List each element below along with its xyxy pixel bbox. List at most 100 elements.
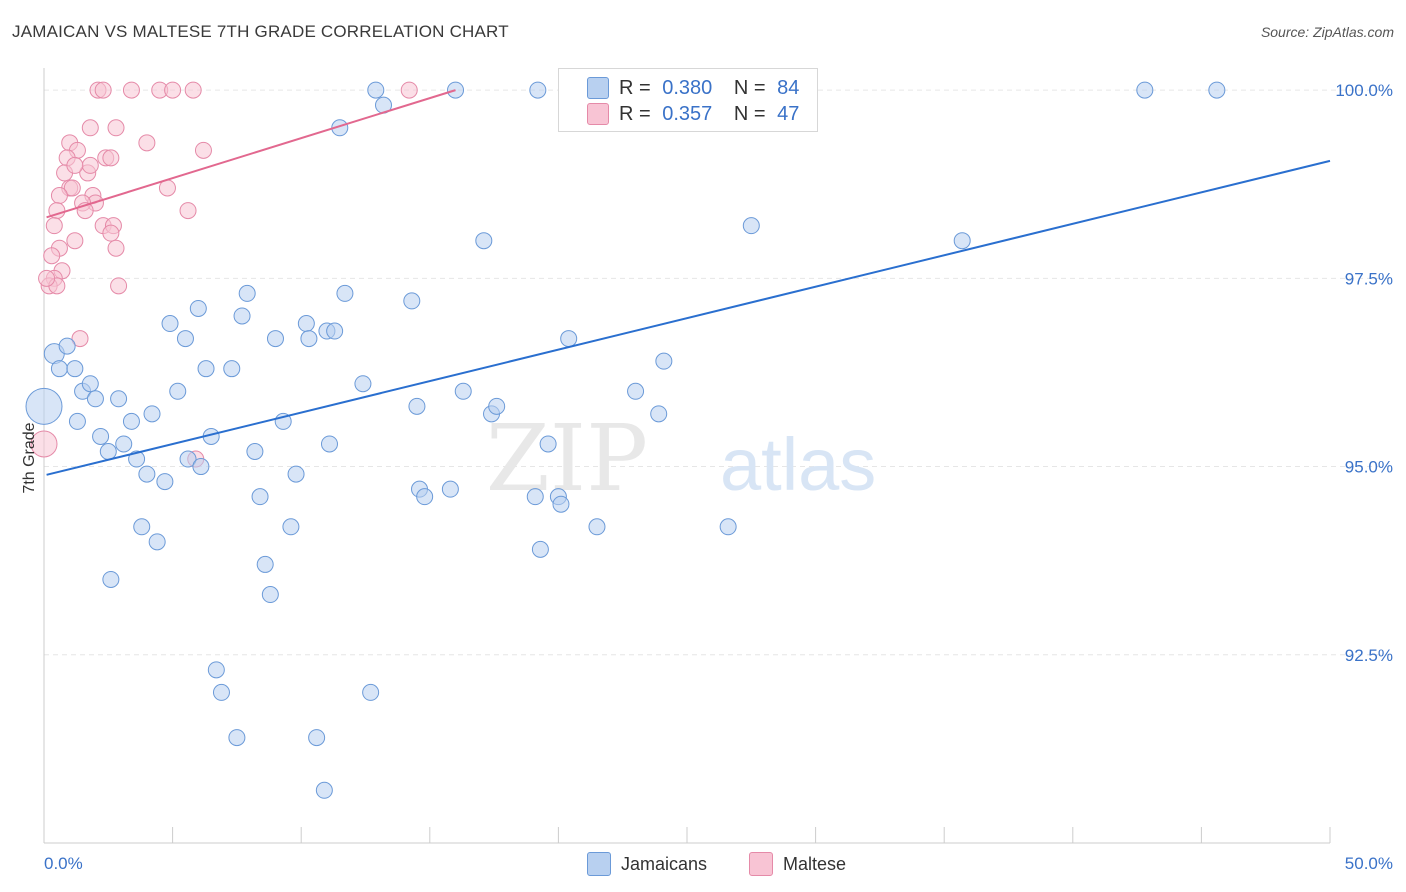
maltese-point [94, 81, 112, 99]
stats-legend: R = 0.380 N = 84 R = 0.357 N = 47 [558, 68, 818, 132]
x-tick-label: 0.0% [44, 854, 83, 873]
maltese-point [66, 232, 84, 250]
maltese-point [138, 134, 156, 152]
jamaican-point [115, 435, 133, 453]
y-tick-label: 95.0% [1345, 458, 1393, 477]
maltese-point [179, 202, 197, 220]
jamaican-point [1136, 81, 1154, 99]
maltese-point [63, 179, 81, 197]
jamaican-point [526, 488, 544, 506]
jamaican-point [122, 412, 140, 430]
jamaican-point [588, 518, 606, 536]
jamaican-point [282, 518, 300, 536]
jamaicans-legend-label: Jamaicans [621, 853, 708, 874]
jamaican-point [297, 315, 315, 333]
jamaican-point [953, 232, 971, 250]
maltese-points [30, 81, 418, 468]
legend-r-value: 0.357 [662, 102, 713, 125]
gridlines [44, 89, 1392, 656]
maltese-swatch [587, 103, 609, 125]
jamaican-point [256, 555, 274, 573]
tick-labels: 92.5% 95.0% 97.5% 100.0% 0.0% 50.0% [44, 81, 1393, 873]
jamaican-point [133, 518, 151, 536]
jamaican-point [650, 405, 668, 423]
jamaican-point [300, 330, 318, 348]
jamaican-point [197, 360, 215, 378]
jamaican-point [454, 382, 472, 400]
jamaican-point [25, 387, 63, 425]
jamaicans-swatch [587, 77, 609, 99]
y-axis-label: 7th Grade [21, 422, 38, 493]
jamaican-point [320, 435, 338, 453]
jamaican-point [81, 375, 99, 393]
jamaican-point [266, 330, 284, 348]
maltese-trend-line [46, 89, 456, 219]
jamaicans-points [25, 81, 1226, 799]
legend-n-label: N = [733, 76, 766, 99]
jamaican-point [223, 360, 241, 378]
maltese-point [102, 224, 120, 242]
jamaicans-trend-line [46, 159, 1331, 476]
y-tick-label: 92.5% [1345, 646, 1393, 665]
jamaican-point [228, 729, 246, 747]
jamaican-point [207, 661, 225, 679]
trend-lines [46, 89, 1331, 476]
jamaican-point [655, 352, 673, 370]
maltese-point [43, 247, 61, 265]
jamaican-point [416, 488, 434, 506]
jamaican-point [488, 397, 506, 415]
jamaican-point [354, 375, 372, 393]
jamaican-point [308, 729, 326, 747]
jamaican-point [179, 450, 197, 468]
jamaican-point [169, 382, 187, 400]
maltese-point [122, 81, 140, 99]
jamaican-point [86, 390, 104, 408]
jamaican-point [189, 299, 207, 317]
series-legend-jamaicans[interactable]: Jamaicans [587, 850, 707, 878]
jamaican-point [99, 443, 117, 460]
jamaican-point [403, 292, 421, 310]
jamaicans-legend-swatch [587, 852, 611, 876]
jamaican-point [251, 488, 269, 506]
jamaican-point [50, 360, 68, 378]
legend-n-label: N = [733, 102, 766, 125]
jamaican-point [552, 495, 570, 513]
jamaican-point [336, 284, 354, 302]
jamaican-point [92, 427, 110, 445]
jamaican-point [560, 330, 578, 348]
jamaican-point [176, 330, 194, 348]
jamaican-point [110, 390, 128, 408]
jamaican-point [1208, 81, 1226, 99]
jamaican-point [102, 570, 120, 588]
jamaican-point [475, 232, 493, 250]
legend-r-label: R = [619, 76, 651, 99]
jamaican-point [441, 480, 459, 498]
jamaican-point [719, 518, 737, 536]
series-legend-maltese[interactable]: Maltese [749, 850, 846, 878]
jamaican-point [531, 540, 549, 558]
maltese-point [110, 277, 128, 295]
jamaican-point [161, 315, 179, 333]
y-tick-label: 97.5% [1345, 269, 1393, 288]
maltese-point [45, 217, 63, 235]
jamaican-point [539, 435, 557, 453]
jamaican-point [315, 781, 333, 799]
jamaican-point [627, 382, 645, 400]
maltese-point [107, 239, 125, 257]
maltese-point [107, 119, 125, 137]
maltese-point [164, 81, 182, 99]
source-credit: Source: ZipAtlas.com [1260, 24, 1394, 40]
maltese-legend-swatch [749, 852, 773, 876]
jamaican-point [138, 465, 156, 483]
legend-n-value: 47 [777, 102, 800, 125]
jamaican-point [143, 405, 161, 423]
maltese-point [81, 156, 99, 174]
watermark: ZIP atlas [486, 405, 876, 512]
jamaican-point [68, 412, 86, 430]
watermark-zip: ZIP [486, 405, 648, 512]
maltese-point [102, 149, 120, 167]
jamaican-point [408, 397, 426, 415]
jamaican-point [326, 322, 344, 340]
legend-r-value: 0.380 [662, 76, 713, 99]
